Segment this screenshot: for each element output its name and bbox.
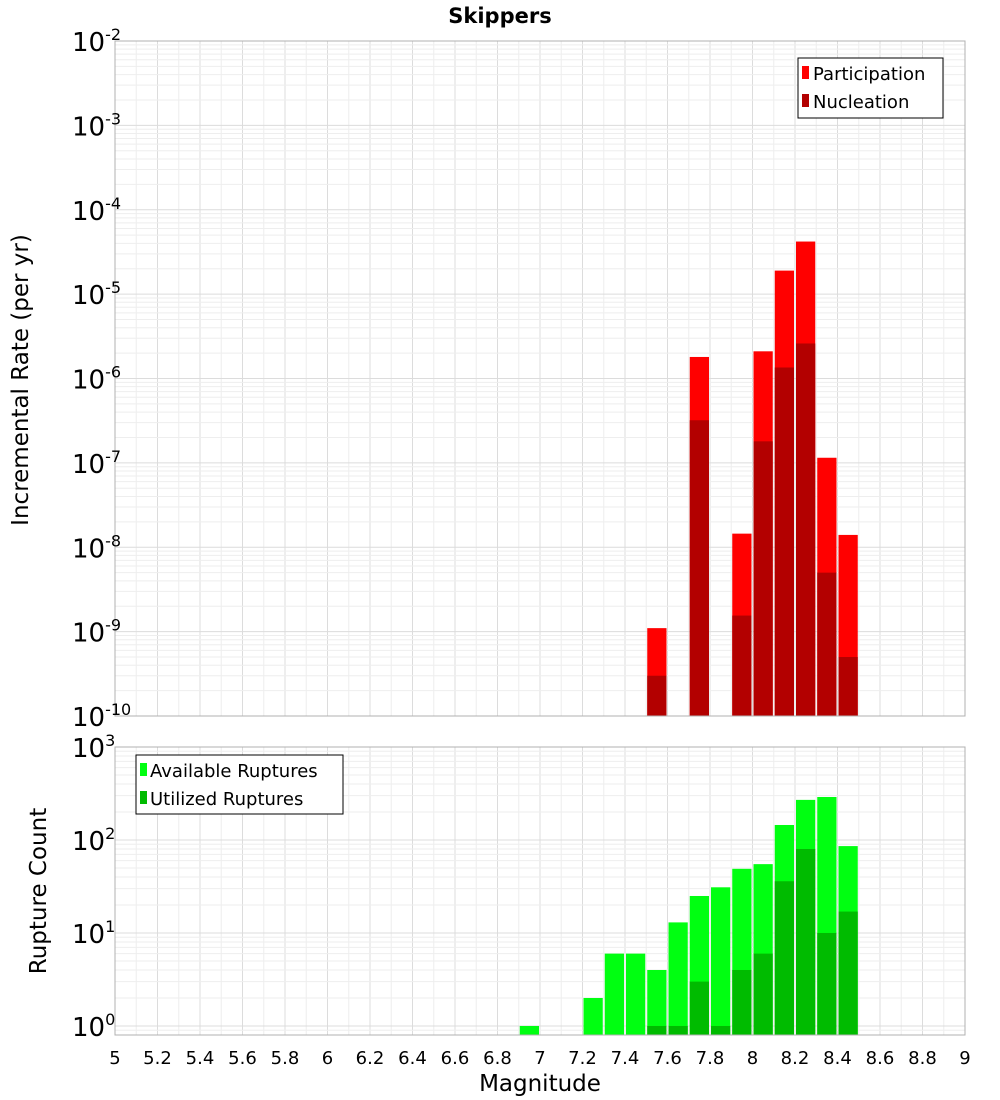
y-tick-label: 10-7 (72, 447, 121, 480)
x-tick-label: 5.4 (186, 1048, 215, 1069)
y-tick-label: 10-2 (72, 25, 121, 58)
y-tick-exponent: -2 (105, 25, 121, 44)
legend-swatch-available-ruptures (140, 763, 147, 776)
x-tick-label: 8.2 (781, 1048, 810, 1069)
bar-utilized-ruptures-7.85 (711, 1025, 731, 1035)
x-tick-label: 7.4 (611, 1048, 640, 1069)
bar-utilized-ruptures-8.35 (817, 932, 837, 1035)
y-tick-exponent: -5 (105, 278, 121, 297)
top-bars (647, 241, 858, 717)
x-tick-label: 7.2 (568, 1048, 597, 1069)
bar-nucleation-8.45 (838, 657, 858, 716)
legend-label-nucleation: Nucleation (813, 92, 909, 113)
top-grid (114, 40, 966, 717)
x-axis-label: Magnitude (479, 1071, 601, 1097)
x-tick-label: 8.6 (866, 1048, 895, 1069)
x-tick-label: 7.6 (653, 1048, 682, 1069)
bar-nucleation-8.15 (774, 367, 794, 716)
bar-utilized-ruptures-8.45 (838, 911, 858, 1035)
x-tick-label: 6.2 (356, 1048, 385, 1069)
bar-nucleation-8.25 (796, 343, 816, 716)
x-tick-label: 6.8 (483, 1048, 512, 1069)
legend-label-available-ruptures: Available Ruptures (150, 761, 318, 782)
bar-utilized-ruptures-7.75 (689, 981, 709, 1035)
y-tick-exponent: 3 (105, 731, 115, 750)
y-tick-exponent: -3 (105, 109, 121, 128)
x-tick-label: 5.2 (143, 1048, 172, 1069)
bar-nucleation-7.95 (732, 615, 752, 716)
bar-available-ruptures-7.85 (711, 887, 731, 1035)
y-tick-label: 103 (72, 731, 115, 764)
legend-label-participation: Participation (813, 64, 925, 85)
bar-utilized-ruptures-7.65 (668, 1025, 688, 1035)
y-tick-label: 10-10 (72, 700, 131, 733)
top-plot-frame (114, 40, 966, 717)
bottom-y-axis-label: Rupture Count (26, 808, 52, 974)
x-tick-label: 7.8 (696, 1048, 725, 1069)
legend-swatch-utilized-ruptures (140, 791, 147, 804)
bar-nucleation-7.75 (689, 420, 709, 716)
bar-available-ruptures-7.35 (604, 953, 624, 1035)
legend-label-utilized-ruptures: Utilized Ruptures (150, 789, 303, 810)
bar-available-ruptures-7.55 (647, 969, 667, 1035)
y-tick-label: 10-8 (72, 531, 121, 564)
bar-available-ruptures-7.45 (626, 953, 646, 1035)
bar-utilized-ruptures-8.15 (774, 881, 794, 1035)
bar-nucleation-8.35 (817, 572, 837, 716)
x-ticks: 5 5.2 5.4 5.6 5.8 6 6.2 6.4 6.6 6.8 7 7.2 7.4 7.6 7.8 8… (109, 1048, 970, 1069)
bar-utilized-ruptures-7.55 (647, 1025, 667, 1035)
top-legend-box (797, 57, 944, 119)
x-tick-label: 7 (534, 1048, 545, 1069)
top-y-axis-label: Incremental Rate (per yr) (8, 234, 34, 526)
chart-title: Skippers (448, 4, 551, 28)
bar-utilized-ruptures-8.05 (753, 953, 773, 1035)
x-tick-label: 5 (109, 1048, 120, 1069)
y-tick-exponent: 1 (105, 917, 115, 936)
bar-available-ruptures-6.95 (519, 1025, 539, 1035)
x-tick-label: 6 (322, 1048, 333, 1069)
bar-nucleation-8.05 (753, 441, 773, 716)
top-plot: 10-2 10-3 10-4 10-5 10-6 10-7 10-8 10-9 10-10 In… (8, 25, 966, 733)
x-tick-label: 6.4 (398, 1048, 427, 1069)
y-tick-exponent: -4 (105, 194, 121, 213)
y-tick-exponent: 2 (105, 824, 115, 843)
y-tick-label: 10-3 (72, 109, 121, 142)
y-tick-label: 100 (72, 1010, 115, 1043)
legend-swatch-nucleation (802, 94, 809, 107)
x-tick-label: 8 (747, 1048, 758, 1069)
x-tick-label: 8.8 (908, 1048, 937, 1069)
y-tick-label: 10-5 (72, 278, 121, 311)
bar-nucleation-7.55 (647, 675, 667, 716)
y-tick-exponent: -7 (105, 447, 121, 466)
y-tick-exponent: -9 (105, 616, 121, 635)
y-tick-label: 10-9 (72, 616, 121, 649)
x-tick-label: 5.6 (228, 1048, 257, 1069)
y-tick-label: 10-4 (72, 194, 121, 227)
x-tick-label: 8.4 (823, 1048, 852, 1069)
y-tick-label: 101 (72, 917, 115, 950)
y-tick-exponent: -6 (105, 363, 121, 382)
bottom-bars (519, 796, 858, 1035)
legend-swatch-participation (802, 66, 809, 79)
y-tick-exponent: -10 (105, 700, 131, 719)
y-tick-exponent: -8 (105, 531, 121, 550)
top-legend: Participation Nucleation (797, 57, 944, 119)
x-tick-label: 9 (959, 1048, 970, 1069)
y-tick-label: 10-6 (72, 363, 121, 396)
bottom-plot-frame (114, 746, 966, 1036)
x-tick-label: 5.8 (271, 1048, 300, 1069)
bottom-legend: Available Ruptures Utilized Ruptures (135, 754, 344, 815)
bar-available-ruptures-7.65 (668, 922, 688, 1035)
bar-utilized-ruptures-7.95 (732, 969, 752, 1035)
x-tick-label: 6.6 (441, 1048, 470, 1069)
bar-available-ruptures-7.25 (583, 997, 603, 1035)
bottom-legend-box (135, 754, 344, 815)
y-tick-label: 102 (72, 824, 115, 857)
y-tick-exponent: 0 (105, 1010, 115, 1029)
bar-utilized-ruptures-8.25 (796, 849, 816, 1035)
